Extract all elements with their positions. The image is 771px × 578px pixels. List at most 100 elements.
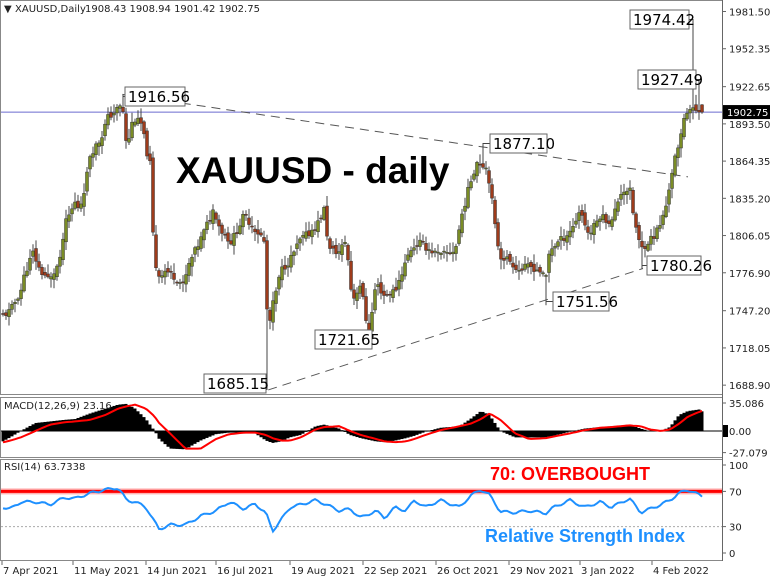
candle-body <box>331 245 335 249</box>
candle-body <box>97 142 101 147</box>
candle-body <box>697 110 701 113</box>
candle <box>412 238 416 256</box>
annotation-leader <box>545 301 553 306</box>
macd-histogram-bar <box>22 429 26 431</box>
candle-body <box>529 261 533 267</box>
candle-body <box>586 226 590 233</box>
candle-body <box>259 232 263 236</box>
macd-histogram-bar <box>409 431 413 437</box>
candle-body <box>223 233 227 236</box>
annotation-box <box>637 69 697 90</box>
candle-body <box>70 208 74 215</box>
candle <box>625 187 629 204</box>
macd-histogram-bar <box>370 431 374 441</box>
candle-body <box>4 312 8 316</box>
macd-histogram-bar <box>94 411 98 431</box>
candle-body <box>571 226 575 233</box>
candle <box>457 225 461 246</box>
annotation-label: 1751.56 <box>556 293 618 311</box>
candle-body <box>370 311 374 332</box>
candle-body <box>325 205 329 237</box>
candle <box>490 178 494 205</box>
candle <box>118 103 122 117</box>
macd-histogram-bar <box>538 431 542 438</box>
candle <box>406 247 410 263</box>
candle <box>115 104 119 121</box>
macd-histogram-bar <box>460 424 464 431</box>
candle-body <box>553 246 557 249</box>
candle-body <box>685 112 689 120</box>
candle <box>361 281 365 300</box>
date-tick-label: 29 Nov 2021 <box>510 566 574 577</box>
macd-histogram-bar <box>604 426 608 431</box>
macd-histogram-bar <box>40 422 44 431</box>
macd-histogram-bar <box>397 431 401 440</box>
candle-body <box>424 243 428 251</box>
macd-histogram-bar <box>640 428 644 431</box>
candle <box>364 288 368 324</box>
header-arrow-icon[interactable]: ▼ <box>4 4 12 15</box>
candle-body <box>127 138 131 143</box>
candle-body <box>676 147 680 158</box>
macd-histogram-bar <box>115 405 119 431</box>
macd-histogram-bar <box>10 431 14 437</box>
candle-body <box>613 208 617 221</box>
candle-body <box>76 200 80 208</box>
candle <box>655 224 659 242</box>
candle <box>187 258 191 283</box>
macd-histogram-bar <box>484 413 488 431</box>
candle <box>7 302 11 326</box>
candle-body <box>34 248 38 262</box>
candle <box>58 249 62 274</box>
candle-body <box>691 107 695 111</box>
price-tick-label: 1718.05 <box>729 344 770 355</box>
macd-histogram-bar <box>130 406 134 431</box>
macd-histogram-bar <box>478 411 482 431</box>
candle-body <box>64 218 68 243</box>
candle <box>631 187 635 216</box>
macd-histogram-bar <box>133 408 137 431</box>
macd-histogram-bar <box>619 425 623 431</box>
macd-histogram-bar <box>199 431 203 441</box>
macd-histogram-bar <box>232 431 236 433</box>
macd-histogram-bar <box>628 424 632 431</box>
candle-body <box>505 256 509 260</box>
candle <box>475 160 479 183</box>
macd-histogram-bar <box>271 431 275 443</box>
date-tick-label: 3 Jan 2022 <box>581 566 635 577</box>
candle-body <box>199 236 203 249</box>
macd-histogram-bar <box>205 431 209 438</box>
annotation-box <box>124 86 186 107</box>
macd-histogram-bar <box>73 419 77 431</box>
candle <box>343 235 347 247</box>
macd-histogram-bar <box>364 431 368 440</box>
macd-histogram-bar <box>469 418 473 431</box>
macd-histogram-bar <box>643 429 647 431</box>
candle <box>610 216 614 231</box>
candle-body <box>169 271 173 273</box>
candle-body <box>61 238 65 260</box>
candle-body <box>436 251 440 254</box>
candle-body <box>649 235 653 245</box>
macd-histogram-bar <box>148 424 152 431</box>
candle-body <box>580 210 584 216</box>
candle-body <box>523 263 527 270</box>
candle <box>280 258 284 288</box>
macd-histogram-bar <box>472 416 476 431</box>
macd-histogram-bar <box>634 426 638 431</box>
macd-histogram-bar <box>325 425 329 431</box>
annotation-box <box>552 291 610 312</box>
price-annotation: 1721.65 <box>314 329 380 350</box>
candle <box>55 264 59 281</box>
candle-body <box>241 214 245 228</box>
candle <box>418 232 422 251</box>
macd-histogram-bar <box>463 422 467 431</box>
candle-body <box>556 241 560 247</box>
macd-zero-marker <box>723 425 728 437</box>
macd-histogram-bar <box>163 431 167 445</box>
price-annotation: 1685.15 <box>203 373 269 394</box>
candle <box>22 266 26 293</box>
annotation-label: 1721.65 <box>318 331 380 349</box>
candle <box>163 264 167 285</box>
candle-body <box>412 247 416 251</box>
